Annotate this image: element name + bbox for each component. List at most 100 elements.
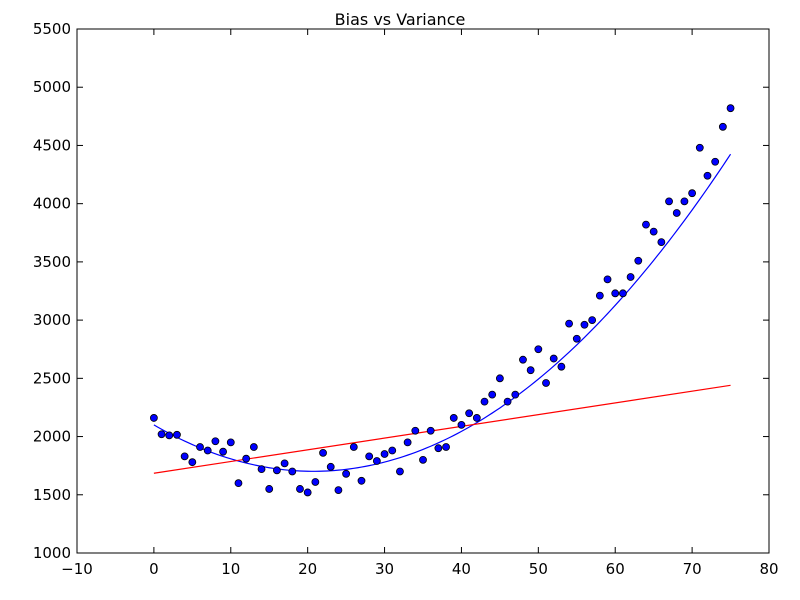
x-tick-label: 0 <box>149 560 159 578</box>
data-point <box>726 104 735 113</box>
data-point <box>703 171 712 180</box>
data-point <box>280 459 289 468</box>
data-point <box>503 397 512 406</box>
data-point <box>173 430 181 439</box>
y-tick-label: 3500 <box>33 253 71 271</box>
linear-fit-line <box>153 384 731 474</box>
data-point <box>488 390 497 399</box>
data-point <box>319 448 327 457</box>
data-point <box>380 450 389 458</box>
data-point <box>365 452 374 461</box>
y-tick-label: 4000 <box>33 195 71 213</box>
data-point <box>611 289 620 298</box>
data-point <box>372 457 381 465</box>
data-point <box>642 220 650 229</box>
data-point <box>519 355 527 364</box>
chart-title: Bias vs Variance <box>335 10 466 29</box>
data-point <box>595 291 604 300</box>
data-point <box>457 421 466 429</box>
data-point <box>234 479 243 488</box>
data-point <box>219 447 227 456</box>
data-point <box>480 397 489 406</box>
data-point <box>619 289 627 298</box>
y-tick-label: 2500 <box>33 369 71 387</box>
x-tick-label: 50 <box>529 560 548 578</box>
y-tick-label: 4500 <box>33 136 71 154</box>
y-tick-label: 1000 <box>33 544 71 562</box>
data-point <box>680 197 689 206</box>
data-point <box>672 209 681 217</box>
data-point <box>196 443 204 451</box>
data-point <box>465 409 474 418</box>
quadratic-fit-line <box>153 153 732 472</box>
data-point <box>342 469 351 478</box>
data-point <box>211 437 220 446</box>
data-point <box>557 362 566 371</box>
y-tick-label: 5500 <box>33 20 71 38</box>
data-point <box>634 256 643 265</box>
data-point <box>326 462 335 471</box>
data-point <box>257 465 266 474</box>
data-point <box>242 454 251 463</box>
data-point <box>273 466 281 475</box>
data-point <box>157 430 166 439</box>
y-tick-label: 3000 <box>33 311 71 329</box>
y-tick-label: 1500 <box>33 486 71 504</box>
data-point <box>426 426 435 435</box>
data-point <box>311 478 320 486</box>
data-point <box>303 488 312 497</box>
data-point <box>695 143 704 152</box>
data-point <box>226 438 235 447</box>
data-point <box>411 426 420 435</box>
x-tick-label: 40 <box>452 560 471 578</box>
x-tick-label: 80 <box>759 560 778 578</box>
data-point <box>349 443 358 451</box>
axes-frame <box>76 28 770 554</box>
data-point <box>495 374 504 383</box>
data-point <box>434 444 443 453</box>
data-point <box>265 485 274 493</box>
data-point <box>449 414 458 422</box>
x-tick-label: 60 <box>606 560 625 578</box>
data-point <box>688 189 697 198</box>
data-point <box>534 345 543 354</box>
x-tick-label: −10 <box>61 560 93 578</box>
data-point <box>526 366 535 375</box>
data-point <box>203 446 212 455</box>
data-point <box>357 476 366 485</box>
x-tick-label: 70 <box>683 560 702 578</box>
x-tick-label: 20 <box>298 560 317 578</box>
data-point <box>603 275 612 284</box>
y-tick-label: 2000 <box>33 428 71 446</box>
data-point <box>549 354 558 363</box>
data-point <box>403 438 412 447</box>
data-point <box>711 157 720 166</box>
data-point <box>565 319 573 328</box>
data-point <box>588 316 597 325</box>
x-tick-label: 30 <box>375 560 394 578</box>
data-point <box>580 320 589 329</box>
data-point <box>665 197 673 206</box>
data-point <box>718 122 727 131</box>
data-point <box>396 467 404 476</box>
data-point <box>288 467 297 476</box>
data-point <box>626 273 635 281</box>
data-point <box>188 458 197 467</box>
data-point <box>334 486 343 495</box>
data-point <box>296 485 304 493</box>
data-point <box>442 443 450 451</box>
data-point <box>511 390 520 399</box>
data-point <box>180 452 189 461</box>
data-point <box>419 455 427 464</box>
data-point <box>165 431 174 440</box>
plot-area: −10 0 10 20 30 40 50 60 70 80 1000 1500 2000 2500 3000… <box>33 20 779 578</box>
data-point <box>388 446 397 455</box>
data-point <box>657 238 666 246</box>
y-tick-label: 5000 <box>33 78 71 96</box>
data-point <box>149 414 158 422</box>
x-tick-label: 10 <box>221 560 240 578</box>
data-point <box>472 414 481 422</box>
data-point <box>572 334 581 343</box>
